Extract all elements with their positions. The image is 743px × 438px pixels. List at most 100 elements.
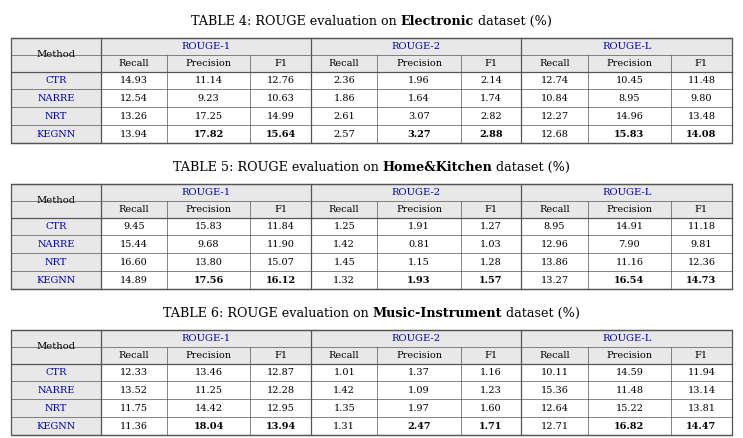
Text: 7.90: 7.90	[618, 240, 640, 249]
Text: 1.60: 1.60	[480, 404, 502, 413]
Text: Precision: Precision	[606, 351, 652, 360]
Text: 2.47: 2.47	[407, 422, 431, 431]
Text: 13.27: 13.27	[540, 276, 568, 285]
Text: 12.68: 12.68	[541, 130, 568, 139]
Text: Precision: Precision	[186, 205, 232, 214]
Text: 12.76: 12.76	[267, 76, 295, 85]
Text: 1.97: 1.97	[408, 404, 429, 413]
Text: 1.35: 1.35	[334, 404, 355, 413]
Text: dataset (%): dataset (%)	[493, 161, 571, 174]
Text: Recall: Recall	[118, 205, 149, 214]
Bar	[11, 184, 732, 201]
Text: 11.16: 11.16	[615, 258, 643, 267]
Bar	[11, 184, 732, 289]
Text: 13.94: 13.94	[120, 130, 148, 139]
Text: 1.96: 1.96	[408, 76, 429, 85]
Text: dataset (%): dataset (%)	[474, 14, 552, 28]
Text: NARRE: NARRE	[37, 386, 74, 395]
Text: Precision: Precision	[396, 205, 442, 214]
Text: 2.14: 2.14	[480, 76, 502, 85]
Text: Music-Instrument: Music-Instrument	[373, 307, 502, 320]
Text: Recall: Recall	[329, 59, 360, 68]
Text: 2.61: 2.61	[334, 112, 355, 121]
Bar	[11, 201, 732, 218]
Text: 11.18: 11.18	[687, 222, 716, 231]
Text: 12.95: 12.95	[267, 404, 294, 413]
Text: 9.81: 9.81	[690, 240, 713, 249]
Text: 12.54: 12.54	[120, 94, 148, 103]
Text: 10.63: 10.63	[267, 94, 294, 103]
Text: 1.91: 1.91	[408, 222, 429, 231]
Text: ROUGE-1: ROUGE-1	[181, 42, 230, 51]
Text: Precision: Precision	[396, 351, 442, 360]
Text: 14.73: 14.73	[687, 276, 716, 285]
Text: 11.36: 11.36	[120, 422, 148, 431]
Text: 14.47: 14.47	[687, 422, 716, 431]
Text: F1: F1	[274, 351, 288, 360]
Text: 1.42: 1.42	[334, 240, 355, 249]
Text: 3.27: 3.27	[407, 130, 431, 139]
Text: 0.81: 0.81	[408, 240, 429, 249]
Text: 13.94: 13.94	[265, 422, 296, 431]
Text: 13.52: 13.52	[120, 386, 148, 395]
Text: F1: F1	[484, 205, 498, 214]
Text: 13.46: 13.46	[195, 368, 223, 377]
Text: Precision: Precision	[186, 59, 232, 68]
Text: Precision: Precision	[396, 59, 442, 68]
Text: 12.33: 12.33	[120, 368, 148, 377]
Text: 11.84: 11.84	[267, 222, 295, 231]
Text: 1.16: 1.16	[480, 368, 502, 377]
Text: 15.83: 15.83	[614, 130, 644, 139]
Text: 12.87: 12.87	[267, 368, 295, 377]
Text: 13.86: 13.86	[541, 258, 568, 267]
Text: 9.23: 9.23	[198, 94, 219, 103]
Text: 1.01: 1.01	[334, 368, 355, 377]
Text: KEGNN: KEGNN	[36, 130, 76, 139]
Bar	[11, 38, 100, 143]
Text: ROUGE-L: ROUGE-L	[602, 334, 652, 343]
Text: NRT: NRT	[45, 112, 67, 121]
Text: F1: F1	[274, 59, 288, 68]
Text: 14.93: 14.93	[120, 76, 148, 85]
Text: 12.64: 12.64	[541, 404, 568, 413]
Text: 11.48: 11.48	[687, 76, 716, 85]
Text: 14.59: 14.59	[615, 368, 643, 377]
Text: 1.71: 1.71	[479, 422, 503, 431]
Text: 17.56: 17.56	[193, 276, 224, 285]
Text: 12.27: 12.27	[540, 112, 568, 121]
Text: 14.91: 14.91	[615, 222, 643, 231]
Text: Recall: Recall	[329, 205, 360, 214]
Text: CTR: CTR	[45, 76, 67, 85]
Text: Method: Method	[36, 342, 76, 351]
Text: 11.75: 11.75	[120, 404, 148, 413]
Text: 2.88: 2.88	[479, 130, 503, 139]
Bar	[11, 55, 732, 71]
Text: NARRE: NARRE	[37, 240, 74, 249]
Text: CTR: CTR	[45, 222, 67, 231]
Text: 10.11: 10.11	[541, 368, 568, 377]
Text: F1: F1	[695, 205, 708, 214]
Text: 1.23: 1.23	[480, 386, 502, 395]
Text: Recall: Recall	[539, 59, 570, 68]
Text: Method: Method	[36, 50, 76, 59]
Text: TABLE 5: ROUGE evaluation on: TABLE 5: ROUGE evaluation on	[172, 161, 383, 174]
Text: 13.81: 13.81	[687, 404, 716, 413]
Text: NRT: NRT	[45, 404, 67, 413]
Text: 15.07: 15.07	[267, 258, 294, 267]
Text: ROUGE-L: ROUGE-L	[602, 42, 652, 51]
Text: 12.74: 12.74	[540, 76, 568, 85]
Text: 2.82: 2.82	[480, 112, 502, 121]
Text: NARRE: NARRE	[37, 94, 74, 103]
Text: 1.27: 1.27	[480, 222, 502, 231]
Text: 15.44: 15.44	[120, 240, 148, 249]
Text: 11.94: 11.94	[687, 368, 716, 377]
Text: Electronic: Electronic	[400, 14, 474, 28]
Text: NRT: NRT	[45, 258, 67, 267]
Text: 16.60: 16.60	[120, 258, 148, 267]
Text: 17.25: 17.25	[195, 112, 223, 121]
Text: 1.25: 1.25	[334, 222, 355, 231]
Text: 14.96: 14.96	[615, 112, 643, 121]
Bar	[11, 330, 732, 347]
Text: 16.54: 16.54	[614, 276, 644, 285]
Text: 1.64: 1.64	[408, 94, 429, 103]
